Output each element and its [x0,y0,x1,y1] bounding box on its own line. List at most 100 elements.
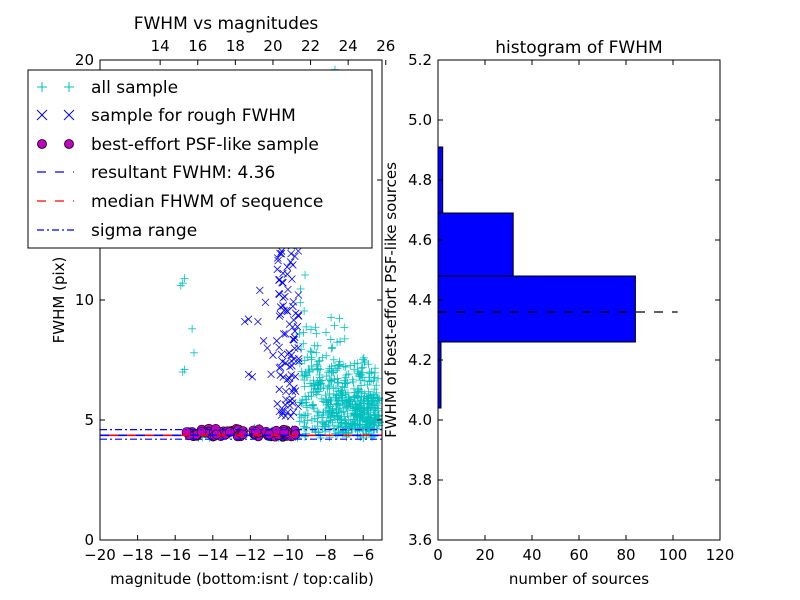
plus-marker [364,399,373,408]
plus-marker [328,343,337,352]
legend-item-all-sample: all sample [37,78,178,98]
plus-marker [188,324,197,333]
plus-marker [342,371,351,380]
x-marker [281,292,289,301]
plus-marker [295,329,304,338]
plus-marker [333,400,342,409]
legend-item-median-fwhm: median FHWM of sequence [37,192,323,212]
plus-marker [327,412,336,421]
x-marker [254,317,262,326]
top-x-tick-label: 26 [376,37,395,55]
plus-marker [323,384,332,393]
x-marker [287,357,296,365]
x-marker [294,247,303,255]
plus-marker [302,403,311,412]
x-marker [273,254,282,262]
plus-marker [370,394,379,403]
plus-marker [341,404,350,413]
plus-marker [321,391,330,400]
plus-marker [319,419,328,428]
plus-marker [300,306,309,315]
plus-marker [303,416,312,425]
plus-marker [309,376,318,385]
x-marker [288,387,297,396]
plus-marker [349,393,358,402]
x-marker [288,275,296,283]
x-marker [286,362,294,371]
plus-marker [324,381,333,390]
x-marker [275,276,283,284]
x-marker [293,322,302,331]
x-marker [290,333,299,342]
plus-marker [355,424,364,433]
y-tick-label: 20 [75,51,94,69]
x-marker [275,312,284,320]
plus-marker [334,378,343,387]
plus-marker [307,353,316,362]
psf-circle-marker [211,429,222,440]
plus-marker [346,361,355,370]
plus-marker [306,379,315,388]
plus-marker [338,429,347,438]
x-marker [276,249,284,258]
plus-marker [306,347,315,356]
plus-marker [326,416,335,425]
x-marker [273,400,282,408]
plus-marker [298,396,307,405]
y-tick-label: 5 [84,411,94,429]
plus-marker [330,411,339,420]
left-x-axis-label: magnitude (bottom:isnt / top:calib) [110,570,374,588]
x-marker [248,373,257,381]
plus-marker [370,368,379,377]
plus-marker [322,395,331,404]
x-marker [240,317,249,326]
plus-marker [329,355,338,364]
x-marker [283,263,291,271]
y-tick-label: 10 [75,291,94,309]
plus-marker [360,376,369,385]
plus-marker [324,400,333,409]
legend-label: resultant FWHM: 4.36 [91,163,275,183]
x-marker [287,249,295,258]
legend-label: sample for rough FWHM [91,106,296,126]
x-tick-label: −10 [272,546,304,564]
y-tick-label: 4.2 [408,351,432,369]
legend: all sample sample for rough FWHM best-ef… [27,69,373,249]
plus-marker [337,387,346,396]
left-chart-title: FWHM vs magnitudes [134,14,319,34]
plus-marker [348,375,357,384]
plus-marker [371,418,380,427]
plus-marker [359,355,368,364]
legend-plus-marker [37,82,74,92]
plus-marker [326,376,335,385]
plus-marker [332,406,341,415]
plus-marker [357,381,366,390]
plus-marker [350,417,359,426]
plus-marker [357,364,366,373]
plus-marker [328,418,337,427]
plus-marker [356,376,365,385]
plus-marker [364,426,373,435]
right-chart-title: histogram of FWHM [495,38,662,58]
plus-marker [307,392,316,401]
plus-marker [331,429,340,438]
plus-marker [318,353,327,362]
plus-marker [325,433,334,442]
left-plot-frame [99,59,383,541]
plus-marker [319,397,328,406]
x-marker [290,355,298,364]
plus-marker [329,424,338,433]
legend-label: all sample [91,78,178,98]
plus-marker [372,388,381,397]
top-x-tick-label: 20 [263,37,282,55]
plus-marker [311,427,320,436]
plus-marker [354,386,363,395]
x-marker [294,291,303,299]
plus-marker [374,411,383,420]
plus-marker [304,365,313,374]
x-marker [261,298,270,307]
plus-marker [326,395,335,404]
x-marker [294,402,302,411]
plus-marker [300,376,309,385]
